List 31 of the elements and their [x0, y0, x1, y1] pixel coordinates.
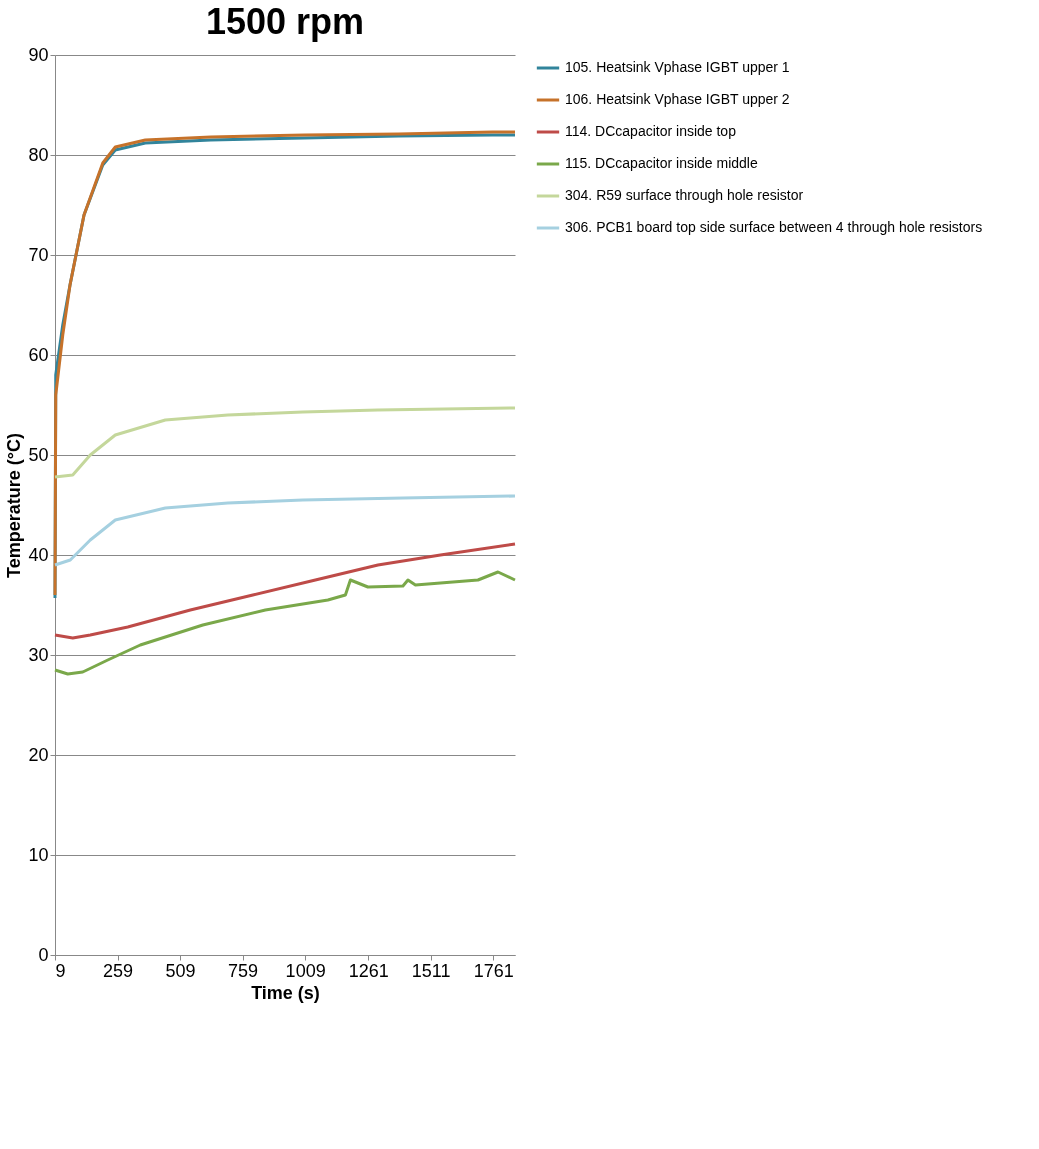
- y-axis-title: Temperature (°C): [4, 433, 25, 578]
- y-tick-label: 10: [28, 844, 49, 865]
- x-tick-label: 259: [103, 960, 134, 981]
- legend-label: 106. Heatsink Vphase IGBT upper 2: [565, 91, 790, 107]
- x-tick-label: 1009: [285, 960, 326, 981]
- line-series: [53, 570, 517, 676]
- legend-label: 114. DCcapacitor inside top: [565, 123, 737, 139]
- y-tick-label: 20: [28, 744, 49, 765]
- legend-label: 304. R59 surface through hole resistor: [565, 187, 804, 203]
- line-series: [53, 406, 517, 479]
- x-axis-title: Time (s): [251, 982, 320, 1003]
- y-tick-label: 60: [28, 344, 49, 365]
- x-tick-label: 1511: [411, 960, 451, 981]
- y-tick-label: 90: [28, 44, 49, 65]
- x-tick-label: 1761: [473, 960, 514, 981]
- y-tick-label: 70: [28, 244, 49, 265]
- y-tick-label: 40: [28, 544, 49, 565]
- y-tick-label: 50: [28, 444, 49, 465]
- line-series: [53, 494, 517, 567]
- legend-label: 105. Heatsink Vphase IGBT upper 1: [565, 59, 790, 75]
- y-tick-label: 0: [38, 944, 49, 965]
- x-tick-label: 759: [228, 960, 259, 981]
- legend-label: 306. PCB1 board top side surface between 4 through hole resistors: [565, 219, 983, 235]
- x-tick-label: 1261: [348, 960, 389, 981]
- line-series: [53, 542, 517, 640]
- x-tick-label: 509: [165, 960, 196, 981]
- legend-label: 115. DCcapacitor inside middle: [565, 155, 758, 171]
- x-tick-label: 9: [55, 960, 66, 981]
- chart-title: 1500 rpm: [205, 1, 365, 42]
- y-tick-label: 80: [28, 144, 49, 165]
- y-tick-label: 30: [28, 644, 49, 665]
